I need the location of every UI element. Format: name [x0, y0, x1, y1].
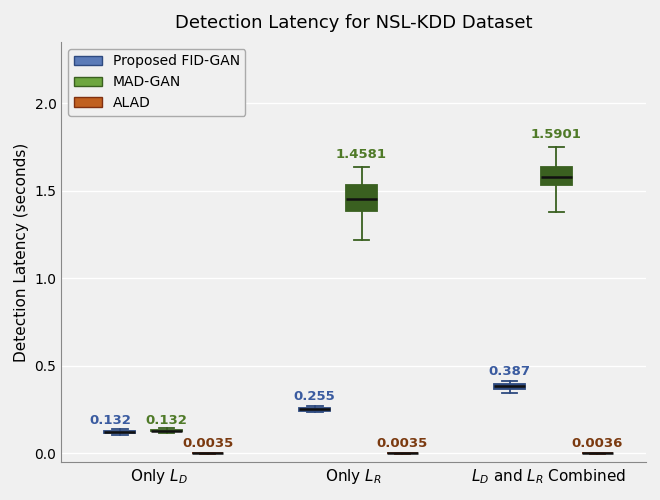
Text: 1.5901: 1.5901 [531, 128, 582, 141]
Text: 0.0036: 0.0036 [572, 436, 623, 450]
Text: 0.387: 0.387 [488, 365, 531, 378]
Text: 0.132: 0.132 [146, 414, 187, 427]
Legend: Proposed FID-GAN, MAD-GAN, ALAD: Proposed FID-GAN, MAD-GAN, ALAD [68, 48, 246, 116]
PathPatch shape [494, 384, 525, 388]
Text: 0.0035: 0.0035 [377, 436, 428, 450]
Y-axis label: Detection Latency (seconds): Detection Latency (seconds) [14, 142, 29, 362]
PathPatch shape [151, 430, 182, 432]
PathPatch shape [346, 186, 377, 211]
PathPatch shape [541, 167, 572, 186]
PathPatch shape [299, 408, 330, 410]
Text: 0.132: 0.132 [89, 414, 131, 427]
PathPatch shape [104, 431, 135, 433]
Text: 1.4581: 1.4581 [336, 148, 387, 162]
Text: 0.255: 0.255 [294, 390, 335, 402]
Title: Detection Latency for NSL-KDD Dataset: Detection Latency for NSL-KDD Dataset [175, 14, 533, 32]
Text: 0.0035: 0.0035 [182, 436, 233, 450]
